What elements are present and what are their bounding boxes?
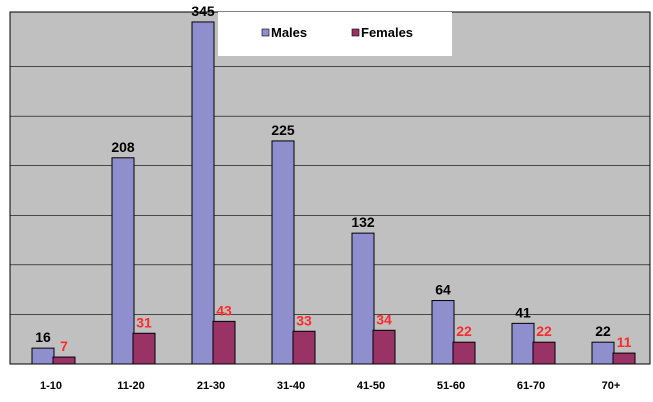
bar-males-41-50 — [351, 232, 375, 365]
value-label-males-61-70: 41 — [515, 304, 531, 320]
value-label-females-11-20: 31 — [136, 314, 152, 330]
legend-swatch-females — [351, 28, 360, 37]
value-label-females-31-40: 33 — [296, 312, 312, 328]
value-label-males-1-10: 16 — [35, 329, 51, 345]
value-label-males-70+: 22 — [595, 323, 611, 339]
plot-area — [9, 11, 651, 365]
value-label-females-1-10: 7 — [60, 338, 68, 354]
bar-females-70+ — [612, 352, 636, 365]
legend-box — [218, 12, 452, 56]
legend-label-females: Females — [361, 25, 413, 40]
bar-females-1-10 — [52, 356, 76, 365]
x-tick-label: 41-50 — [357, 380, 385, 392]
value-label-males-51-60: 64 — [435, 282, 451, 298]
bar-males-1-10 — [31, 347, 55, 365]
x-tick-label: 51-60 — [437, 380, 465, 392]
legend: Males Females — [218, 12, 452, 56]
x-tick-label: 31-40 — [277, 380, 305, 392]
x-tick-label: 11-20 — [117, 380, 145, 392]
value-label-males-21-30: 345 — [191, 3, 215, 19]
bar-series-group — [31, 21, 636, 365]
value-labels-group: 16 7 208 31 345 43 225 33 132 34 64 22 41 22 22 11 — [35, 3, 631, 354]
value-label-males-11-20: 208 — [111, 139, 135, 155]
value-label-males-41-50: 132 — [351, 214, 375, 230]
bar-males-11-20 — [111, 157, 135, 365]
x-tick-labels-group: 1-10 11-20 21-30 31-40 41-50 51-60 61-70 70+ — [40, 380, 620, 392]
x-tick-label: 61-70 — [517, 380, 545, 392]
value-label-females-21-30: 43 — [216, 302, 232, 318]
x-tick-label: 1-10 — [40, 380, 62, 392]
bar-males-61-70 — [511, 322, 535, 365]
value-label-females-70+: 11 — [617, 334, 632, 350]
value-label-females-41-50: 34 — [376, 311, 392, 327]
bar-males-31-40 — [271, 140, 295, 365]
bar-females-41-50 — [372, 329, 396, 365]
bar-females-31-40 — [292, 330, 316, 365]
value-label-females-51-60: 22 — [456, 323, 472, 339]
bar-males-51-60 — [431, 300, 455, 365]
x-tick-label: 70+ — [602, 380, 621, 392]
value-label-females-61-70: 22 — [536, 323, 552, 339]
bar-females-61-70 — [532, 341, 556, 365]
bar-females-51-60 — [452, 341, 476, 365]
value-label-males-31-40: 225 — [271, 122, 295, 138]
bar-males-21-30 — [191, 21, 215, 365]
legend-label-males: Males — [271, 25, 307, 40]
bar-females-21-30 — [212, 320, 236, 365]
legend-swatch-males — [261, 28, 270, 37]
bar-females-11-20 — [132, 332, 156, 365]
x-tick-label: 21-30 — [197, 380, 225, 392]
bar-males-70+ — [591, 341, 615, 365]
